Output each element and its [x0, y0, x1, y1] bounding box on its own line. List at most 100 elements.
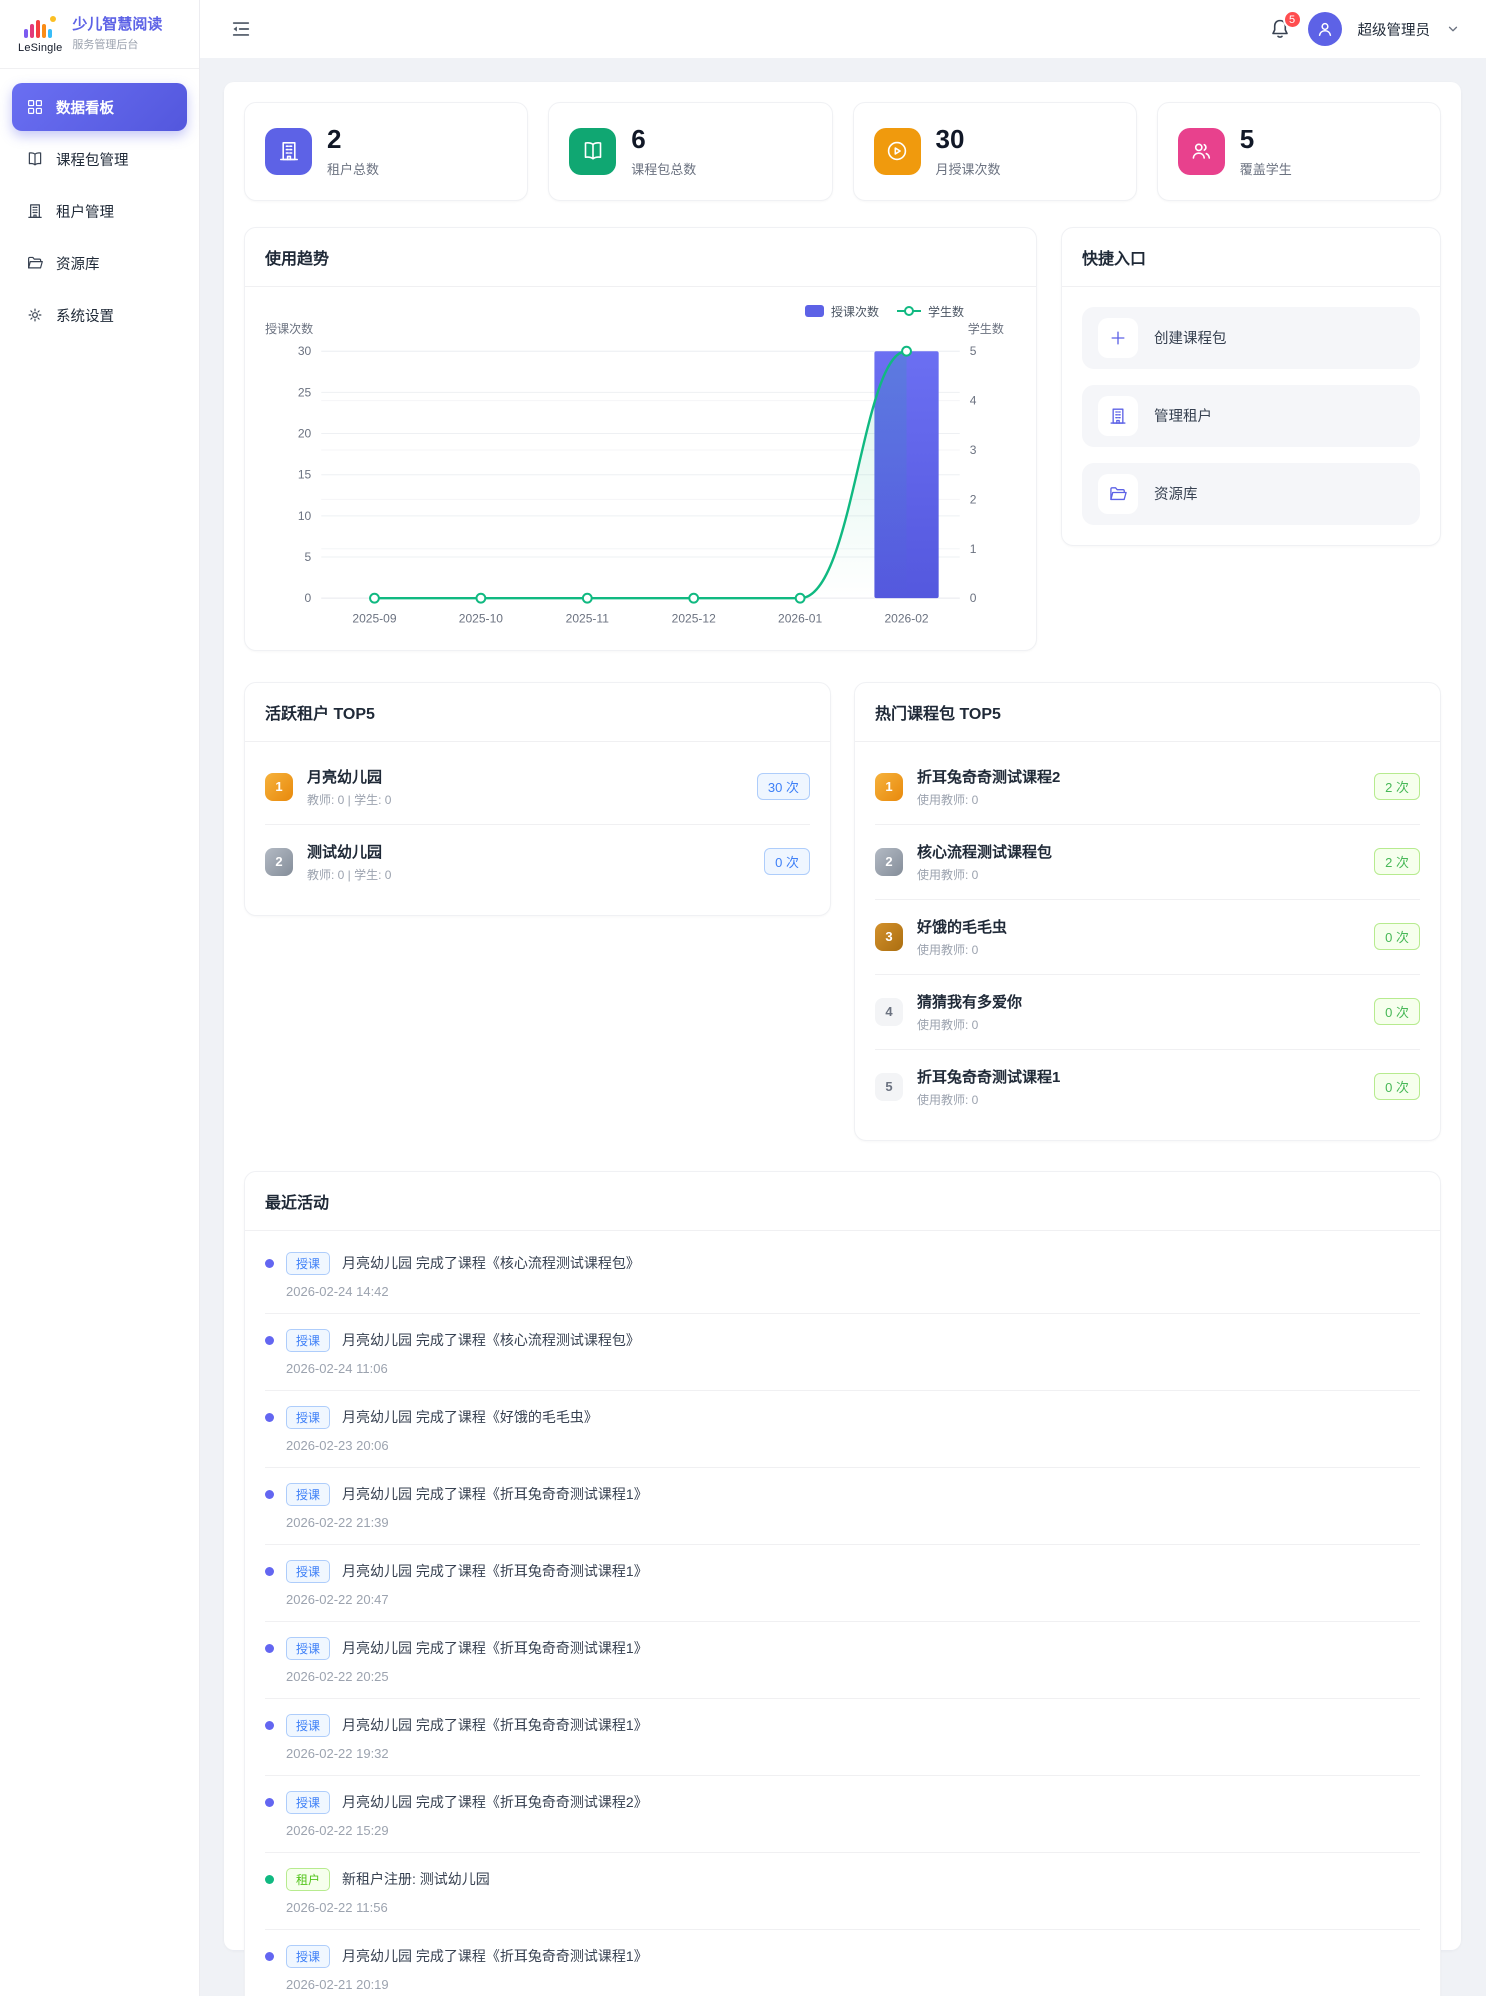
stat-label: 课程包总数	[631, 161, 697, 177]
menu-fold-icon[interactable]	[230, 18, 252, 40]
book-icon	[26, 150, 44, 168]
activity-dot	[265, 1566, 274, 1576]
building-icon	[1098, 395, 1138, 436]
svg-text:3: 3	[970, 443, 977, 457]
rank-badge: 2	[875, 847, 903, 876]
list-item[interactable]: 1 月亮幼儿园 教师: 0 | 学生: 0 30 次	[265, 750, 810, 824]
svg-text:2: 2	[970, 492, 977, 506]
activity-text: 月亮幼儿园 完成了课程《好饿的毛毛虫》	[342, 1409, 598, 1426]
item-meta: 使用教师: 0	[917, 1092, 979, 1107]
item-meta: 教师: 0 | 学生: 0	[307, 867, 392, 882]
sidebar-item-tenants[interactable]: 租户管理	[12, 187, 187, 235]
activity-dot	[265, 1412, 274, 1422]
svg-text:15: 15	[298, 467, 312, 481]
stat-label: 月授课次数	[935, 161, 1001, 177]
svg-text:5: 5	[970, 344, 977, 358]
recent-activity-card: 最近活动 授课 月亮幼儿园 完成了课程《核心流程测试课程包》 2026-02-24 …	[244, 1170, 1441, 1996]
active-tenants-title: 活跃租户 TOP5	[245, 683, 830, 742]
sidebar-item-resources[interactable]: 资源库	[12, 239, 187, 287]
svg-text:4: 4	[970, 393, 977, 407]
legend-item[interactable]: 学生数	[896, 303, 964, 320]
avatar[interactable]	[1307, 12, 1342, 46]
activity-item: 授课 月亮幼儿园 完成了课程《折耳兔奇奇测试课程2》 2026-02-22 15:2…	[265, 1774, 1420, 1852]
activity-tag: 授课	[286, 1944, 331, 1968]
rank-badge: 1	[265, 772, 293, 801]
play-circle-icon	[887, 142, 907, 161]
svg-text:1: 1	[970, 541, 977, 555]
sidebar-item-packages[interactable]: 课程包管理	[12, 135, 187, 183]
list-item[interactable]: 3 好饿的毛毛虫 使用教师: 0 0 次	[875, 898, 1420, 974]
stat-value: 2	[327, 124, 342, 154]
usage-trend-title: 使用趋势	[245, 228, 1036, 287]
item-meta: 使用教师: 0	[917, 867, 979, 882]
activity-text: 新租户注册: 测试幼儿园	[342, 1871, 490, 1888]
user-name[interactable]: 超级管理员	[1357, 22, 1431, 39]
item-meta: 使用教师: 0	[917, 1017, 979, 1032]
play-circle-icon	[873, 127, 921, 175]
svg-text:0: 0	[305, 591, 312, 605]
folder-icon	[28, 256, 43, 269]
activity-item: 租户 新租户注册: 测试幼儿园 2026-02-22 11:56	[265, 1851, 1420, 1929]
recent-activity-list: 授课 月亮幼儿园 完成了课程《核心流程测试课程包》 2026-02-24 14:42…	[245, 1231, 1440, 1996]
activity-dot	[265, 1874, 274, 1884]
chart-legend: 授课次数 学生数	[804, 303, 964, 320]
activity-tag: 授课	[286, 1251, 331, 1275]
list-item[interactable]: 4 猜猜我有多爱你 使用教师: 0 0 次	[875, 973, 1420, 1049]
hot-packages-title: 热门课程包 TOP5	[855, 683, 1440, 742]
svg-text:授课次数: 授课次数	[265, 321, 313, 336]
book-icon	[569, 127, 617, 175]
activity-item: 授课 月亮幼儿园 完成了课程《折耳兔奇奇测试课程1》 2026-02-21 20:1…	[265, 1928, 1420, 1996]
logo-bars-icon	[24, 15, 57, 38]
stat-card: 2 租户总数	[244, 102, 529, 201]
activity-dot	[265, 1643, 274, 1653]
list-item[interactable]: 5 折耳兔奇奇测试课程1 使用教师: 0 0 次	[875, 1048, 1420, 1124]
stat-value: 6	[631, 124, 646, 154]
activity-item: 授课 月亮幼儿园 完成了课程《折耳兔奇奇测试课程1》 2026-02-22 20:4…	[265, 1543, 1420, 1621]
plus-icon	[1098, 317, 1138, 358]
count-badge: 30 次	[756, 773, 810, 801]
brand-area: LeSingle 少儿智慧阅读 服务管理后台	[0, 0, 199, 69]
building-icon	[26, 202, 44, 220]
chevron-down-icon[interactable]	[1446, 22, 1460, 36]
svg-text:25: 25	[298, 385, 312, 399]
brand-logo: LeSingle	[18, 15, 62, 54]
sidebar-item-settings[interactable]: 系统设置	[12, 291, 187, 339]
folder-icon	[1098, 473, 1138, 514]
quick-entry-button[interactable]: 创建课程包	[1082, 306, 1420, 369]
usage-trend-chart: 授课次数 学生数 0 5 10 15 20 25 30 0 1 2 3 4 5 授课次数 学生数 2025-09…	[245, 287, 1036, 650]
sidebar-item-label: 租户管理	[56, 204, 114, 221]
activity-item: 授课 月亮幼儿园 完成了课程《折耳兔奇奇测试课程1》 2026-02-22 19:3…	[265, 1697, 1420, 1775]
activity-tag: 授课	[286, 1636, 331, 1660]
gear-icon	[26, 306, 44, 324]
stat-value: 5	[1239, 124, 1255, 154]
item-name: 猜猜我有多爱你	[917, 993, 1023, 1011]
legend-label: 授课次数	[830, 304, 879, 319]
count-badge: 2 次	[1374, 773, 1420, 801]
list-item[interactable]: 2 核心流程测试课程包 使用教师: 0 2 次	[875, 823, 1420, 899]
legend-item[interactable]: 授课次数	[804, 303, 879, 320]
item-name: 月亮幼儿园	[307, 768, 383, 786]
item-name: 测试幼儿园	[307, 843, 383, 861]
folder-icon	[1110, 486, 1127, 500]
activity-dot	[265, 1951, 274, 1961]
quick-entry-button[interactable]: 资源库	[1082, 462, 1420, 525]
svg-text:20: 20	[298, 426, 312, 440]
activity-time: 2026-02-24 11:06	[286, 1360, 388, 1376]
sidebar-item-label: 资源库	[56, 256, 100, 273]
activity-dot	[265, 1720, 274, 1730]
notification-bell-icon[interactable]: 5	[1268, 10, 1302, 41]
list-item[interactable]: 1 折耳兔奇奇测试课程2 使用教师: 0 2 次	[875, 750, 1420, 824]
svg-text:2026-01: 2026-01	[778, 611, 822, 625]
activity-dot	[265, 1489, 274, 1499]
sidebar-item-dashboard[interactable]: 数据看板	[12, 83, 187, 131]
activity-tag: 授课	[286, 1328, 331, 1352]
topbar: 5 超级管理员	[200, 0, 1486, 58]
users-icon	[1192, 143, 1211, 160]
quick-entry-card: 快捷入口 创建课程包 管理租户 资源库	[1061, 226, 1441, 546]
item-name: 核心流程测试课程包	[917, 843, 1053, 861]
list-item[interactable]: 2 测试幼儿园 教师: 0 | 学生: 0 0 次	[265, 823, 810, 899]
activity-text: 月亮幼儿园 完成了课程《核心流程测试课程包》	[342, 1255, 640, 1272]
count-badge: 0 次	[764, 848, 810, 876]
quick-entry-button[interactable]: 管理租户	[1082, 384, 1420, 447]
